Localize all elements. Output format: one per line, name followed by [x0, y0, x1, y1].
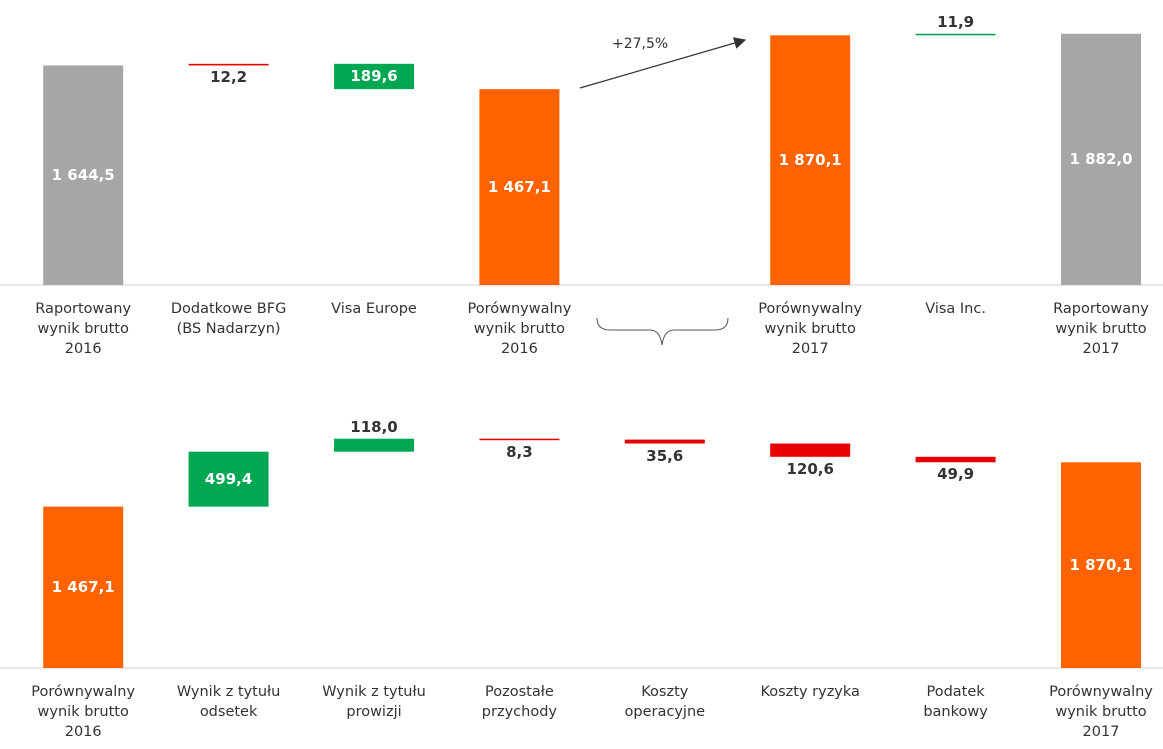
category-label: Porównywalny wynik brutto 2016: [31, 684, 136, 740]
bar: [334, 438, 414, 452]
value-label: 1 870,1: [1069, 556, 1133, 575]
bar: [334, 63, 414, 90]
bar: [915, 33, 996, 36]
value-label: 11,9: [937, 12, 975, 31]
bar: [188, 451, 269, 507]
value-label: 1 644,5: [51, 166, 115, 185]
category-label: Pozostałe przychody: [481, 684, 557, 720]
value-label: 499,4: [204, 470, 253, 489]
category-label: Koszty operacyjne: [624, 684, 706, 720]
value-label: 8,3: [506, 443, 533, 462]
value-label: 12,2: [210, 68, 248, 87]
bar: [624, 439, 705, 444]
bar: [1061, 462, 1141, 668]
value-label: 118,0: [350, 417, 398, 436]
value-label: 35,6: [646, 446, 684, 465]
value-label: 1 882,0: [1069, 150, 1133, 169]
bar: [915, 456, 996, 463]
value-label: 1 467,1: [51, 578, 115, 597]
category-label: Porównywalny wynik brutto 2017: [1049, 684, 1153, 740]
value-label: 120,6: [786, 459, 834, 478]
category-label: Raportowany wynik brutto 2016: [35, 301, 132, 357]
growth-arrow: [579, 37, 747, 89]
category-label: Porównywalny wynik brutto 2016: [467, 301, 572, 357]
category-label: Dodatkowe BFG (BS Nadarzyn): [170, 301, 287, 337]
category-label: Raportowany wynik brutto 2017: [1053, 301, 1149, 357]
value-label: 49,9: [937, 465, 975, 484]
bar: [1061, 33, 1141, 286]
brace: [596, 317, 729, 346]
category-label: Wynik z tytułu prowizji: [322, 684, 426, 720]
bar: [43, 506, 124, 668]
category-label: Koszty ryzyka: [760, 684, 860, 700]
category-label: Visa Europe: [331, 301, 417, 317]
bar: [479, 438, 560, 441]
category-label: Podatek bankowy: [923, 684, 988, 720]
bar: [188, 63, 269, 66]
bar: [770, 443, 851, 457]
bar: [479, 89, 560, 285]
category-label: Porównywalny wynik brutto 2017: [758, 301, 863, 357]
category-label: Wynik z tytułu odsetek: [176, 684, 281, 720]
value-label: 1 870,1: [778, 151, 842, 170]
value-label: 189,6: [350, 67, 398, 86]
bar: [43, 65, 124, 285]
category-label: Visa Inc.: [925, 301, 986, 317]
bar: [770, 35, 851, 286]
annotation: +27,5%: [612, 36, 669, 52]
value-label: 1 467,1: [487, 178, 551, 197]
